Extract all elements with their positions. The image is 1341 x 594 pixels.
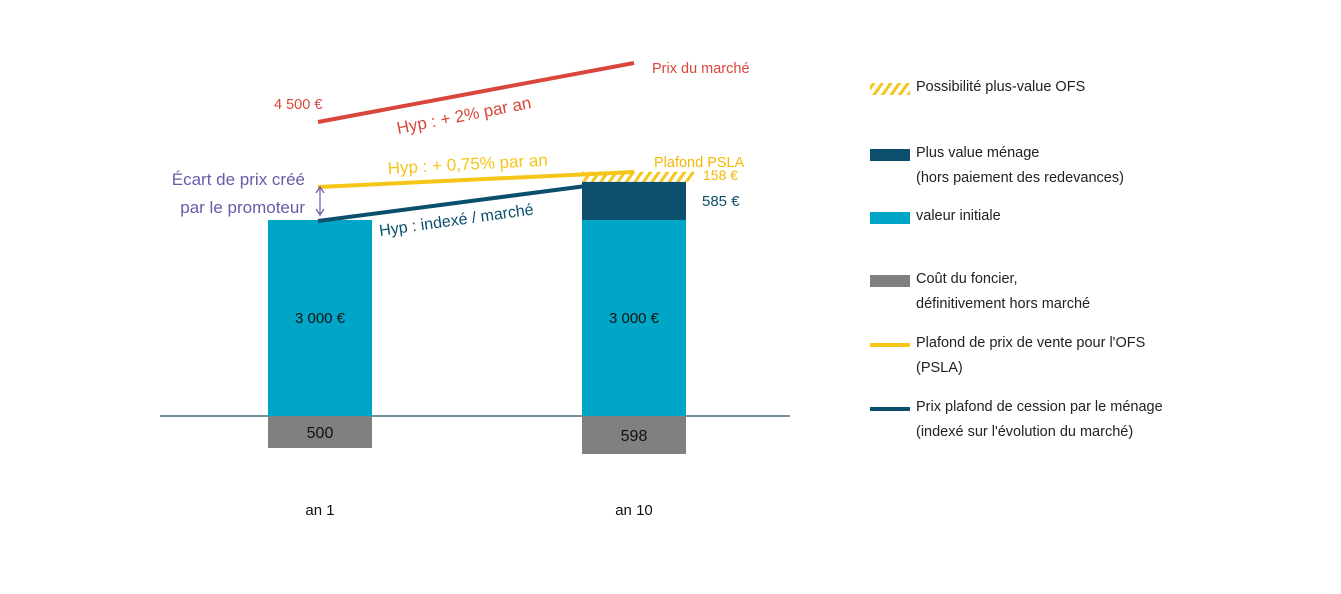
legend-item-household-plus-value: Plus value ménage (hors paiement des red… bbox=[870, 145, 1124, 191]
legend-swatch-dark-line bbox=[870, 407, 910, 411]
bar-land-cost bbox=[582, 416, 686, 454]
line-hypothesis-psla-ceiling: Hyp : + 0,75% par an bbox=[387, 151, 548, 178]
legend-text: valeur initiale bbox=[916, 208, 1001, 224]
legend-item-psla-ceiling: Plafond de prix de vente pour l'OFS (PSL… bbox=[870, 335, 1145, 381]
category-label: an 10 bbox=[615, 502, 653, 519]
line-psla-ceiling bbox=[317, 170, 635, 189]
line-label-market-price: Prix du marché bbox=[652, 61, 750, 77]
legend-text: Plus value ménage bbox=[916, 145, 1040, 161]
legend-text: Prix plafond de cession par le ménage bbox=[916, 399, 1163, 415]
legend-swatch-yellow-line bbox=[870, 343, 910, 347]
bar-ofs-plus-value bbox=[582, 171, 694, 182]
trend-lines bbox=[315, 61, 635, 223]
legend-item-ofs-plus-value: Possibilité plus-value OFS bbox=[870, 79, 1085, 100]
legend-text: Plafond de prix de vente pour l'OFS bbox=[916, 335, 1146, 351]
annotation-arrow-head-down bbox=[315, 208, 325, 217]
legend-item-land-cost: Coût du foncier, définitivement hors mar… bbox=[870, 271, 1091, 317]
legend-item-household-ceiling: Prix plafond de cession par le ménage (i… bbox=[870, 399, 1163, 445]
legend-text: (hors paiement des redevances) bbox=[916, 170, 1124, 186]
line-hypothesis-household-ceiling: Hyp : indexé / marché bbox=[378, 201, 535, 240]
line-household-ceiling bbox=[317, 184, 587, 223]
line-market-price bbox=[317, 61, 635, 124]
legend-swatch-teal bbox=[870, 212, 910, 224]
bar-initial-value bbox=[268, 220, 372, 416]
bar-label-household-plus-value: 585 € bbox=[702, 193, 740, 210]
bar-label-ofs-plus-value: 158 € bbox=[703, 167, 738, 183]
legend-text: Possibilité plus-value OFS bbox=[916, 79, 1086, 95]
bar-land-cost bbox=[268, 416, 372, 448]
annotation-price-gap: Écart de prix créé bbox=[172, 170, 305, 189]
bar-label-land-cost: 500 bbox=[307, 425, 334, 442]
legend-swatch-grey bbox=[870, 275, 910, 287]
bar-label-initial-value: 3 000 € bbox=[295, 310, 346, 327]
legend-swatch-hatch bbox=[870, 83, 910, 95]
bar-household-plus-value bbox=[582, 181, 686, 220]
chart: 500 3 000 € an 1 598 3 000 € 585 € 158 € an 10 P… bbox=[160, 61, 790, 519]
bar-label-land-cost: 598 bbox=[621, 428, 648, 445]
annotation-price-gap: par le promoteur bbox=[180, 198, 305, 217]
legend-text: (indexé sur l'évolution du marché) bbox=[916, 424, 1134, 440]
legend-swatch-dark bbox=[870, 149, 910, 161]
line-start-label-market-price: 4 500 € bbox=[274, 97, 322, 113]
legend: Possibilité plus-value OFS Plus value mé… bbox=[870, 0, 1330, 594]
bar-label-initial-value: 3 000 € bbox=[609, 310, 660, 327]
legend-text: Coût du foncier, bbox=[916, 271, 1018, 287]
bar-initial-value bbox=[582, 220, 686, 416]
line-hypothesis-market-price: Hyp : + 2% par an bbox=[395, 93, 533, 138]
legend-text: définitivement hors marché bbox=[916, 296, 1091, 312]
annotation-arrow-head-up bbox=[315, 185, 325, 194]
category-label: an 1 bbox=[305, 502, 334, 519]
line-label-psla-ceiling: Plafond PSLA bbox=[654, 155, 745, 171]
legend-text: (PSLA) bbox=[916, 360, 963, 376]
bars bbox=[160, 171, 790, 454]
legend-item-initial-value: valeur initiale bbox=[870, 208, 1001, 229]
